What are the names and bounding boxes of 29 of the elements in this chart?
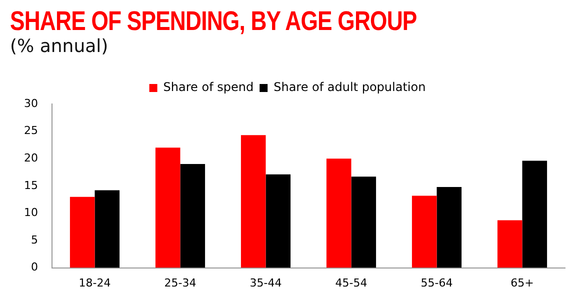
bar [326,158,352,268]
bar [351,176,376,268]
y-tick-label: 0 [30,260,38,274]
bar [240,135,266,268]
y-tick-label: 30 [24,96,38,110]
bar [266,174,291,268]
chart-subtitle: (% annual) [10,36,108,57]
x-tick-label: 45-54 [335,276,368,290]
y-tick-label: 20 [24,151,38,164]
bar [70,196,95,268]
chart-title: SHARE OF SPENDING, BY AGE GROUP [10,6,417,37]
x-tick-label: 65+ [510,276,534,290]
bar [180,164,206,268]
bar [497,220,522,268]
x-tick-label: 18-24 [78,276,111,290]
bar [94,190,120,268]
y-tick-label: 10 [24,206,38,220]
x-tick-label: 55-64 [420,276,453,290]
x-tick-label: 25-34 [164,276,196,290]
y-tick-label: 25 [24,124,38,138]
legend-label: Share of adult population [274,80,426,94]
bar [436,186,462,268]
legend-label: Share of spend [163,80,254,94]
bar [155,148,180,268]
bar [522,160,548,268]
y-tick-label: 5 [30,233,38,246]
bar [412,196,437,268]
y-tick-label: 15 [24,178,38,192]
x-tick-label: 35-44 [250,276,282,290]
